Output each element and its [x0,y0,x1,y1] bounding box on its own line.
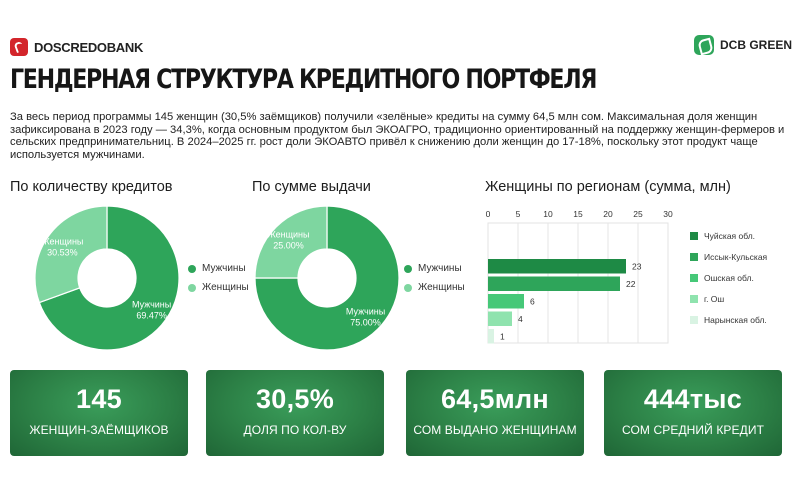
legend-swatch [690,315,698,324]
stat-card-average-loan: 444тыс СОМ СРЕДНИЙ КРЕДИТ [604,370,782,456]
stat-label: ЖЕНЩИН-ЗАЁМЩИКОВ [29,423,169,437]
legend-item-women: Женщины [188,278,249,297]
legend-label: г. Ош [704,293,725,304]
bar-4 [488,329,494,344]
stat-value: 64,5млн [440,384,550,414]
bar-value-label: 4 [518,314,523,324]
stat-card-share-by-count: 30,5% ДОЛЯ ПО КОЛ-ВУ [206,370,384,456]
legend-dot-men [404,264,412,273]
legend-item-men: Мужчины [188,259,249,278]
regions-chart-title: Женщины по регионам (сумма, млн) [485,179,731,195]
stat-label: ДОЛЯ ПО КОЛ-ВУ [243,423,347,437]
legend-label-women: Женщины [202,282,249,293]
doscredobank-logo-text: DOSCREDOBANK [34,39,144,55]
bar-0 [488,259,626,274]
legend-item-men: Мужчины [404,259,465,278]
legend-label: Ошская обл. [704,272,754,283]
x-tick-label: 5 [516,209,521,219]
slice-value-label: 75.00% [350,318,381,328]
donut-slice-women [254,205,328,279]
dcb-green-logo: DCB GREEN [693,35,792,55]
stat-label: СОМ СРЕДНИЙ КРЕДИТ [622,423,764,437]
bar-2 [488,294,524,309]
stat-value: 30,5% [255,384,335,414]
x-tick-label: 30 [663,209,673,219]
stat-value: 444тыс [643,384,743,414]
legend-item-women: Женщины [404,278,465,297]
x-tick-label: 10 [543,209,553,219]
donut-slice-men [38,205,180,351]
legend-dot-women [404,283,412,292]
legend-label-men: Мужчины [202,263,246,274]
slice-value-label: 25.00% [273,240,304,250]
legend-label: Нарынская обл. [704,314,767,325]
bar-value-label: 6 [530,296,535,306]
stat-card-women-borrowers: 145 ЖЕНЩИН-ЗАЁМЩИКОВ [10,370,188,456]
legend-swatch [690,252,698,261]
legend-dot-men [188,264,196,273]
dcb-green-logo-text: DCB GREEN [719,38,792,52]
bar-value-label: 1 [500,331,505,341]
legend-item-region: Иссык-Кульская [690,246,767,267]
x-tick-label: 25 [633,209,643,219]
legend-label-men: Мужчины [418,263,462,274]
regions-legend: Чуйская обл. Иссык-Кульская Ошская обл. г. … [690,225,767,330]
slice-value-label: 30.53% [47,248,78,258]
x-tick-label: 20 [603,209,613,219]
count-chart-title: По количеству кредитов [10,179,173,195]
legend-item-region: Нарынская обл. [690,309,767,330]
x-tick-label: 0 [486,209,491,219]
donut-slice-women [34,205,108,304]
count-donut-legend: Мужчины Женщины [188,259,249,297]
slice-value-label: 69.47% [136,310,167,320]
legend-label: Чуйская обл. [704,230,756,241]
regions-bar-chart: 0 5 10 15 20 25 30 23 22 64 1 [486,209,673,344]
intro-paragraph: За весь период программы 145 женщин (30,… [10,111,785,161]
amount-donut-legend: Мужчины Женщины [404,259,465,297]
slice-name-label: Мужчины [346,307,385,317]
slice-name-label: Женщины [41,237,83,247]
donut-slice-men [254,205,400,351]
legend-swatch [690,294,698,303]
legend-label-women: Женщины [418,282,465,293]
slice-name-label: Женщины [267,229,309,239]
legend-item-region: Ошская обл. [690,267,767,288]
legend-item-region: г. Ош [690,288,767,309]
slice-name-label: Мужчины [132,299,171,309]
legend-dot-women [188,283,196,292]
bar-value-label: 22 [626,279,636,289]
bar-3 [488,311,512,326]
stat-value: 145 [76,384,122,414]
stat-label: СОМ ВЫДАНО ЖЕНЩИНАМ [413,423,577,437]
bar-value-label: 23 [632,261,642,271]
leaf-icon [693,35,714,55]
stat-card-amount-issued: 64,5млн СОМ ВЫДАНО ЖЕНЩИНАМ [406,370,584,456]
legend-item-region: Чуйская обл. [690,225,767,246]
legend-label: Иссык-Кульская [704,251,768,262]
amount-chart-title: По сумме выдачи [252,179,371,195]
legend-swatch [690,231,698,240]
x-tick-label: 15 [573,209,583,219]
bar-1 [488,276,620,291]
doscredobank-logo: DOSCREDOBANK [10,38,143,56]
legend-swatch [690,273,698,282]
page-title: ГЕНДЕРНАЯ СТРУКТУРА КРЕДИТНОГО ПОРТФЕЛЯ [10,64,597,95]
doscredobank-logo-icon [10,38,28,56]
